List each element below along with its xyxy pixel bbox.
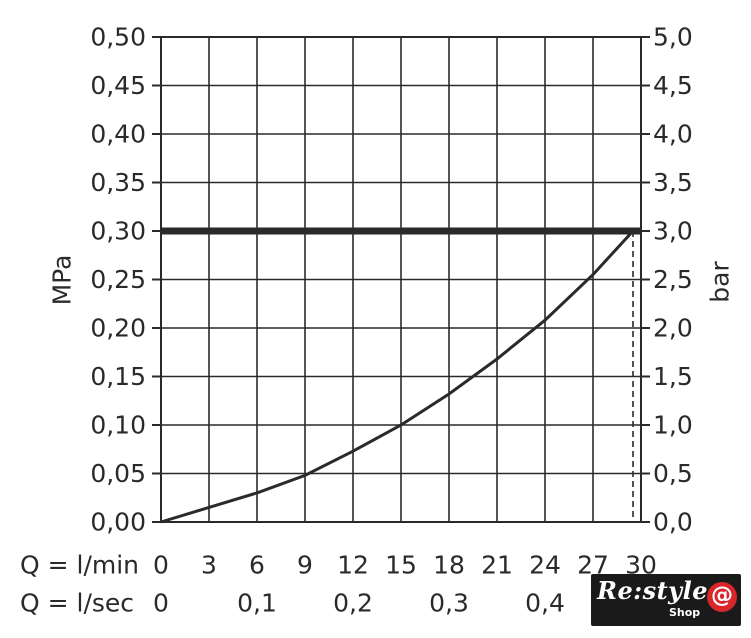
at-sign-icon: @ — [707, 582, 737, 612]
x-tick-label-lsec: 0,2 — [333, 589, 373, 618]
y-axis-label-right: bar — [706, 261, 735, 303]
x-tick-label-lmin: 12 — [337, 551, 369, 580]
restyle-shop-logo: Re:style Shop @ — [591, 574, 741, 626]
y-tick-label-right: 2,5 — [653, 265, 693, 294]
logo-subtext: Shop — [669, 606, 701, 619]
y-tick-label-right: 0,0 — [653, 508, 693, 537]
y-tick-label-left: 0,40 — [90, 120, 146, 149]
x-tick-label-lmin: 18 — [433, 551, 465, 580]
tick-marks — [152, 36, 650, 523]
y-axis-label-left: MPa — [48, 255, 77, 306]
grid — [160, 36, 642, 523]
tick-labels: 0,00 0,00,05 0,50,10 1,00,15 1,50,20 2,00,25 2… — [20, 23, 693, 618]
y-tick-label-left: 0,10 — [90, 411, 146, 440]
x-tick-label-lmin: 24 — [529, 551, 561, 580]
y-tick-label-right: 3,0 — [653, 217, 693, 246]
y-tick-label-left: 0,35 — [90, 168, 146, 197]
x-tick-label-lmin: 9 — [297, 551, 313, 580]
x-tick-label-lmin: 15 — [385, 551, 417, 580]
x-axis-label-lmin: Q = l/min — [20, 551, 139, 580]
x-tick-label-lmin: 21 — [481, 551, 513, 580]
x-tick-label-lsec: 0 — [153, 589, 169, 618]
y-tick-label-right: 4,0 — [653, 120, 693, 149]
y-tick-label-left: 0,00 — [90, 508, 146, 537]
y-tick-label-right: 1,0 — [653, 411, 693, 440]
y-tick-label-right: 1,5 — [653, 362, 693, 391]
y-tick-label-right: 5,0 — [653, 23, 693, 52]
y-tick-label-right: 4,5 — [653, 71, 693, 100]
series-line — [160, 229, 635, 524]
x-axis-label-lsec: Q = l/sec — [20, 589, 134, 618]
x-tick-label-lsec: 0,4 — [525, 589, 565, 618]
x-tick-label-lsec: 0,1 — [237, 589, 277, 618]
x-tick-label-lmin: 6 — [249, 551, 265, 580]
y-tick-label-left: 0,20 — [90, 314, 146, 343]
y-tick-label-left: 0,30 — [90, 217, 146, 246]
y-tick-label-right: 3,5 — [653, 168, 693, 197]
y-tick-label-left: 0,05 — [90, 459, 146, 488]
y-tick-label-left: 0,45 — [90, 71, 146, 100]
y-tick-label-left: 0,50 — [90, 23, 146, 52]
x-tick-label-lsec: 0,3 — [429, 589, 469, 618]
y-tick-label-left: 0,25 — [90, 265, 146, 294]
y-tick-label-right: 0,5 — [653, 459, 693, 488]
x-tick-label-lmin: 3 — [201, 551, 217, 580]
x-tick-label-lmin: 0 — [153, 551, 169, 580]
logo-text: Re:style — [597, 576, 709, 605]
y-tick-label-right: 2,0 — [653, 314, 693, 343]
y-tick-label-left: 0,15 — [90, 362, 146, 391]
